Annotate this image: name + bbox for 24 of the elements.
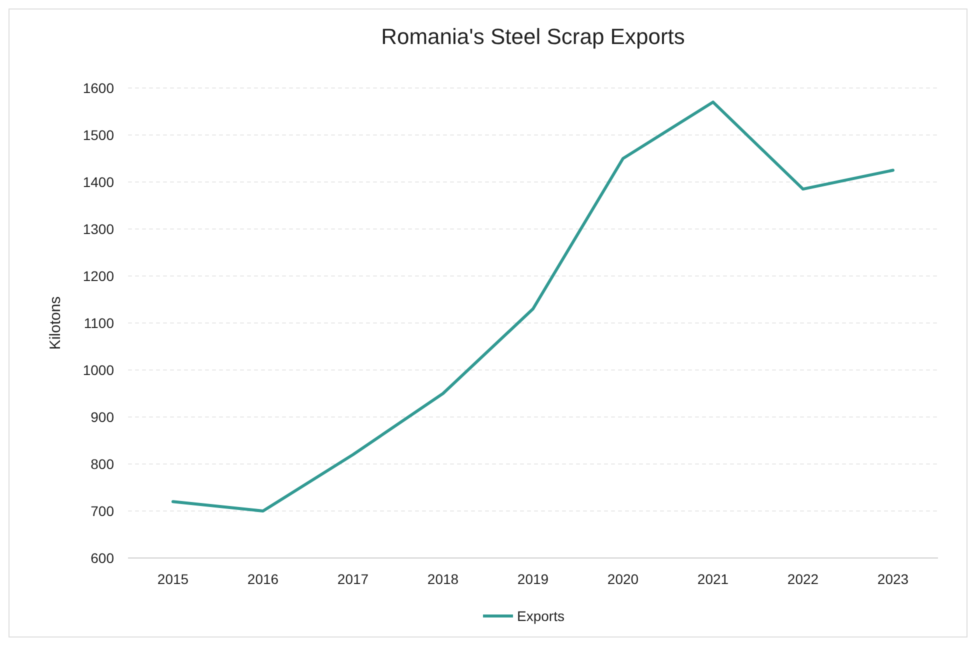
y-tick-label: 1100 xyxy=(84,314,114,331)
x-tick-label: 2023 xyxy=(877,571,909,587)
y-tick-label: 1400 xyxy=(82,174,114,190)
chart-title: Romania's Steel Scrap Exports xyxy=(381,24,685,49)
x-tick-label: 2019 xyxy=(517,571,549,587)
line-series xyxy=(172,100,894,512)
y-tick-label: 600 xyxy=(90,550,114,566)
y-tick-label: 1300 xyxy=(82,220,114,237)
y-tick-label: 1600 xyxy=(82,80,114,96)
y-tick-label: 900 xyxy=(90,408,114,425)
legend-label: Exports xyxy=(517,608,564,624)
y-tick-label: 800 xyxy=(90,456,114,472)
x-tick-label: 2022 xyxy=(787,571,819,587)
x-tick-label: 2016 xyxy=(247,571,279,587)
x-tick-label: 2017 xyxy=(337,571,369,587)
y-axis-title: Kilotons xyxy=(47,296,64,350)
x-tick-label: 2015 xyxy=(157,571,189,587)
x-tick-label: 2021 xyxy=(697,571,729,587)
y-tick-label: 700 xyxy=(90,502,114,519)
x-tick-label: 2018 xyxy=(427,571,459,587)
x-tick-label: 2020 xyxy=(607,571,639,587)
y-tick-label: 1000 xyxy=(82,362,114,378)
y-tick-label: 1200 xyxy=(82,268,114,284)
y-tick-label: 1500 xyxy=(82,126,114,143)
